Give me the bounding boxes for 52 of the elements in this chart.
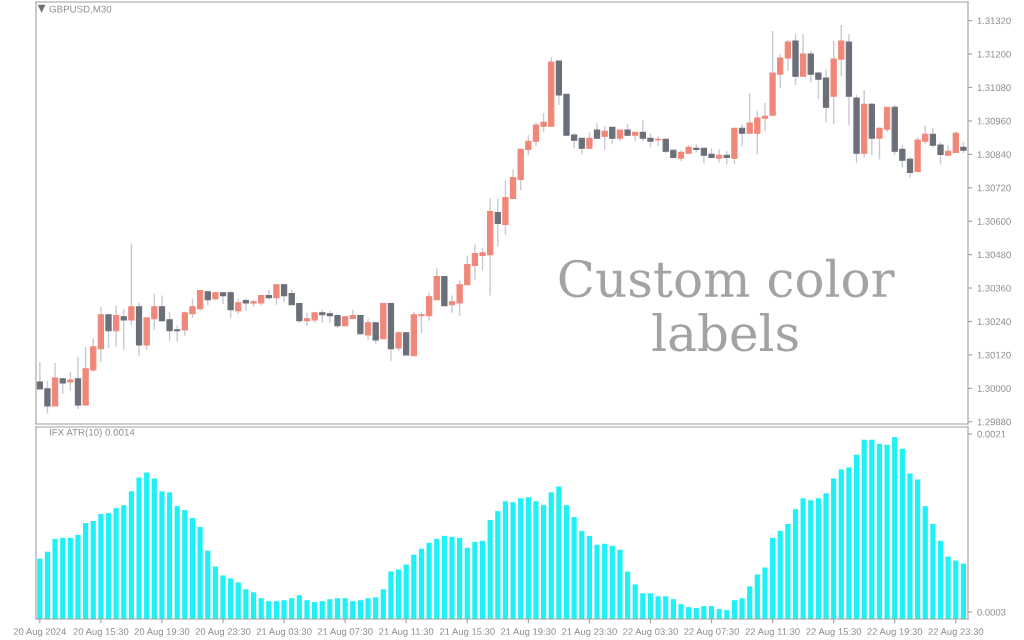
x-tick-label: 21 Aug 15:30: [439, 628, 495, 637]
x-tick-label: 21 Aug 23:30: [562, 628, 617, 637]
x-tick-label: 22 Aug 19:30: [867, 628, 923, 637]
y-tick-label: 0.0003: [977, 608, 1006, 616]
y-tick-label: 1.31320: [977, 17, 1011, 25]
y-tick-label: 1.30120: [977, 351, 1011, 359]
candlestick: [265, 289, 272, 301]
x-tick-label: 21 Aug 03:30: [256, 628, 312, 637]
y-tick-label: 1.30000: [977, 385, 1011, 392]
x-tick-label: 22 Aug 07:30: [684, 628, 739, 637]
x-tick-label: 20 Aug 23:30: [195, 628, 251, 637]
y-tick-label: 1.29880: [977, 418, 1011, 426]
candlestick: [784, 39, 792, 72]
annotation: Custom color labels: [559, 258, 895, 352]
candlestick: [273, 284, 280, 306]
candlestick: [128, 242, 135, 326]
candlestick: [242, 297, 250, 312]
candlestick: [120, 307, 127, 351]
x-tick-label: 20 Aug 15:30: [73, 628, 129, 637]
y-tick-label: 1.31080: [977, 84, 1011, 92]
candlestick: [952, 130, 959, 154]
y-tick-label: 1.31200: [977, 50, 1011, 58]
candlestick: [654, 135, 662, 147]
candlestick: [494, 197, 501, 248]
candlestick: [364, 318, 372, 341]
y-tick-label: 1.30720: [977, 184, 1011, 192]
x-tick-label: 20 Aug 2024: [13, 628, 67, 637]
chart-title: IFX ATR(10) 0.0014: [49, 428, 135, 438]
y-tick-label: 1.30240: [977, 318, 1011, 326]
chart-title: GBPUSD,M30: [49, 5, 112, 14]
y-tick-label: 1.30600: [977, 218, 1011, 225]
candlestick: [372, 322, 379, 345]
x-tick-label: 20 Aug 19:30: [134, 628, 190, 637]
x-tick-label: 22 Aug 23:30: [928, 628, 984, 637]
candlestick: [112, 304, 120, 348]
candlestick: [716, 148, 723, 164]
candlestick: [601, 125, 608, 151]
y-tick-label: 1.30840: [977, 151, 1011, 158]
y-tick-label: 1.30960: [977, 117, 1011, 125]
x-tick-label: 21 Aug 19:30: [500, 628, 556, 637]
candlestick: [738, 123, 746, 147]
y-tick-label: 1.30360: [977, 284, 1011, 292]
candlestick: [799, 33, 807, 77]
y-tick-label: 0.0021: [977, 430, 1006, 438]
x-tick-label: 22 Aug 11:30: [745, 628, 800, 637]
y-tick-label: 1.30480: [977, 251, 1011, 259]
x-tick-label: 21 Aug 07:30: [317, 628, 373, 637]
candlestick: [105, 314, 112, 349]
x-tick-label: 22 Aug 15:30: [806, 628, 862, 637]
x-tick-label: 21 Aug 11:30: [379, 628, 434, 637]
x-tick-label: 22 Aug 03:30: [623, 628, 678, 637]
candlestick: [67, 371, 74, 392]
